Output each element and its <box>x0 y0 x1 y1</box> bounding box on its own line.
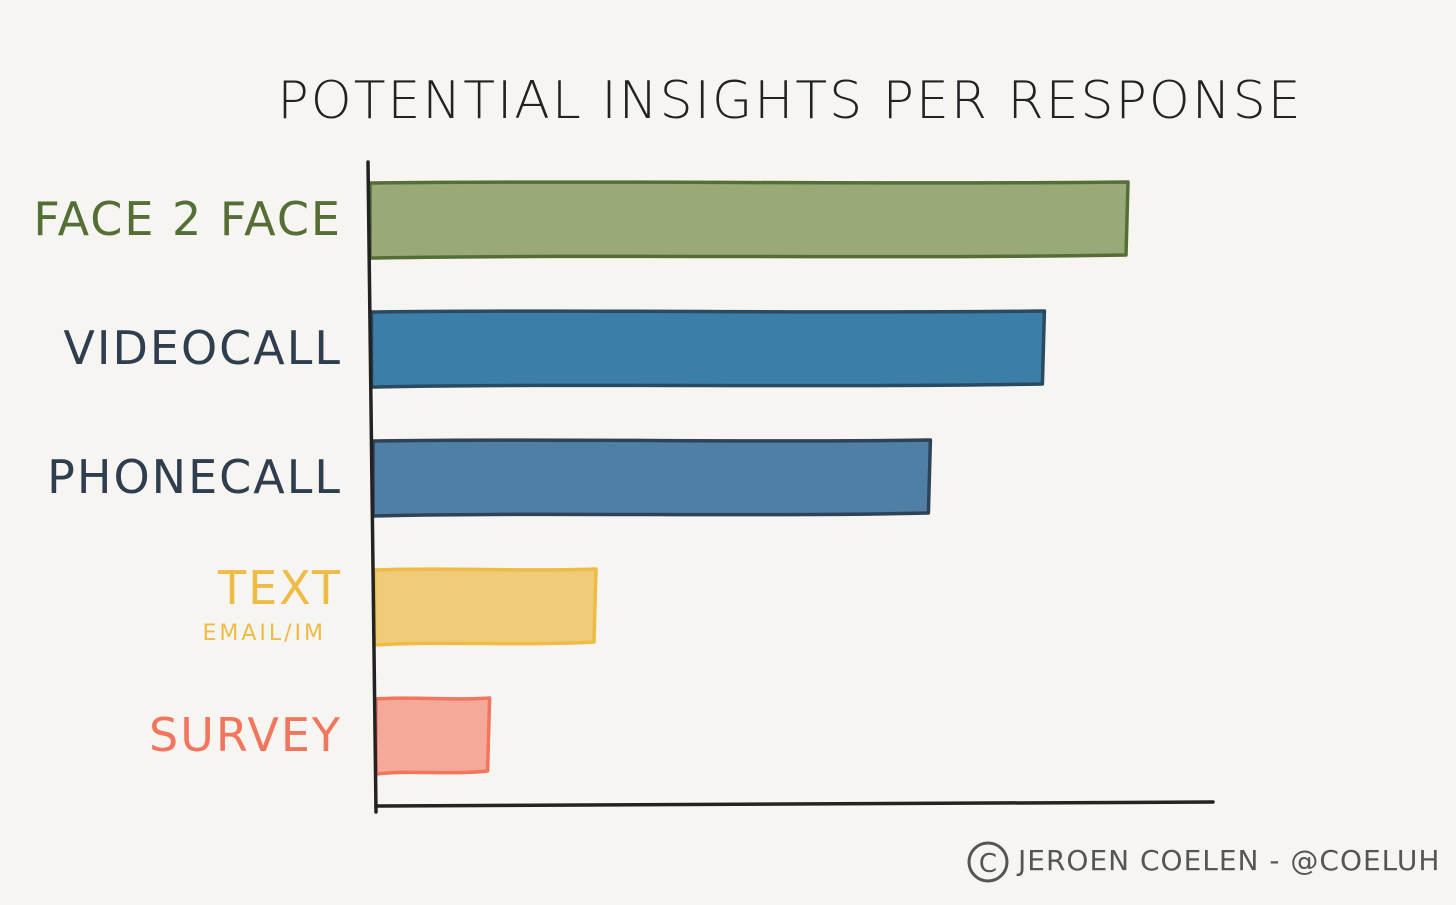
category-label: VIDEOCALL <box>63 321 342 375</box>
category-label: FACE 2 FACE <box>33 192 342 246</box>
category-label: TEXT <box>217 561 342 615</box>
credit: C JEROEN COELEN - @COELUH <box>967 841 1440 883</box>
bars-layer <box>368 180 1130 776</box>
category-label: SURVEY <box>149 708 342 762</box>
category-sublabel: EMAIL/IM <box>202 621 326 646</box>
copyright-icon <box>967 841 1009 883</box>
copyright-symbol: C <box>979 849 997 879</box>
bar-phonecall <box>371 438 933 518</box>
bar-videocall <box>369 309 1047 389</box>
bar-survey <box>374 696 492 776</box>
category-labels: FACE 2 FACE VIDEOCALL PHONECALL TEXT EMAIL/I… <box>33 192 342 762</box>
y-axis-line <box>366 160 378 814</box>
chart-title: POTENTIAL INSIGHTS PER RESPONSE <box>277 71 1302 131</box>
bar-text <box>372 567 598 647</box>
bar-face-2-face <box>368 180 1130 260</box>
credit-text: JEROEN COELEN - @COELUH <box>1016 844 1440 877</box>
x-axis-line <box>374 800 1215 808</box>
category-label: PHONECALL <box>47 450 342 504</box>
